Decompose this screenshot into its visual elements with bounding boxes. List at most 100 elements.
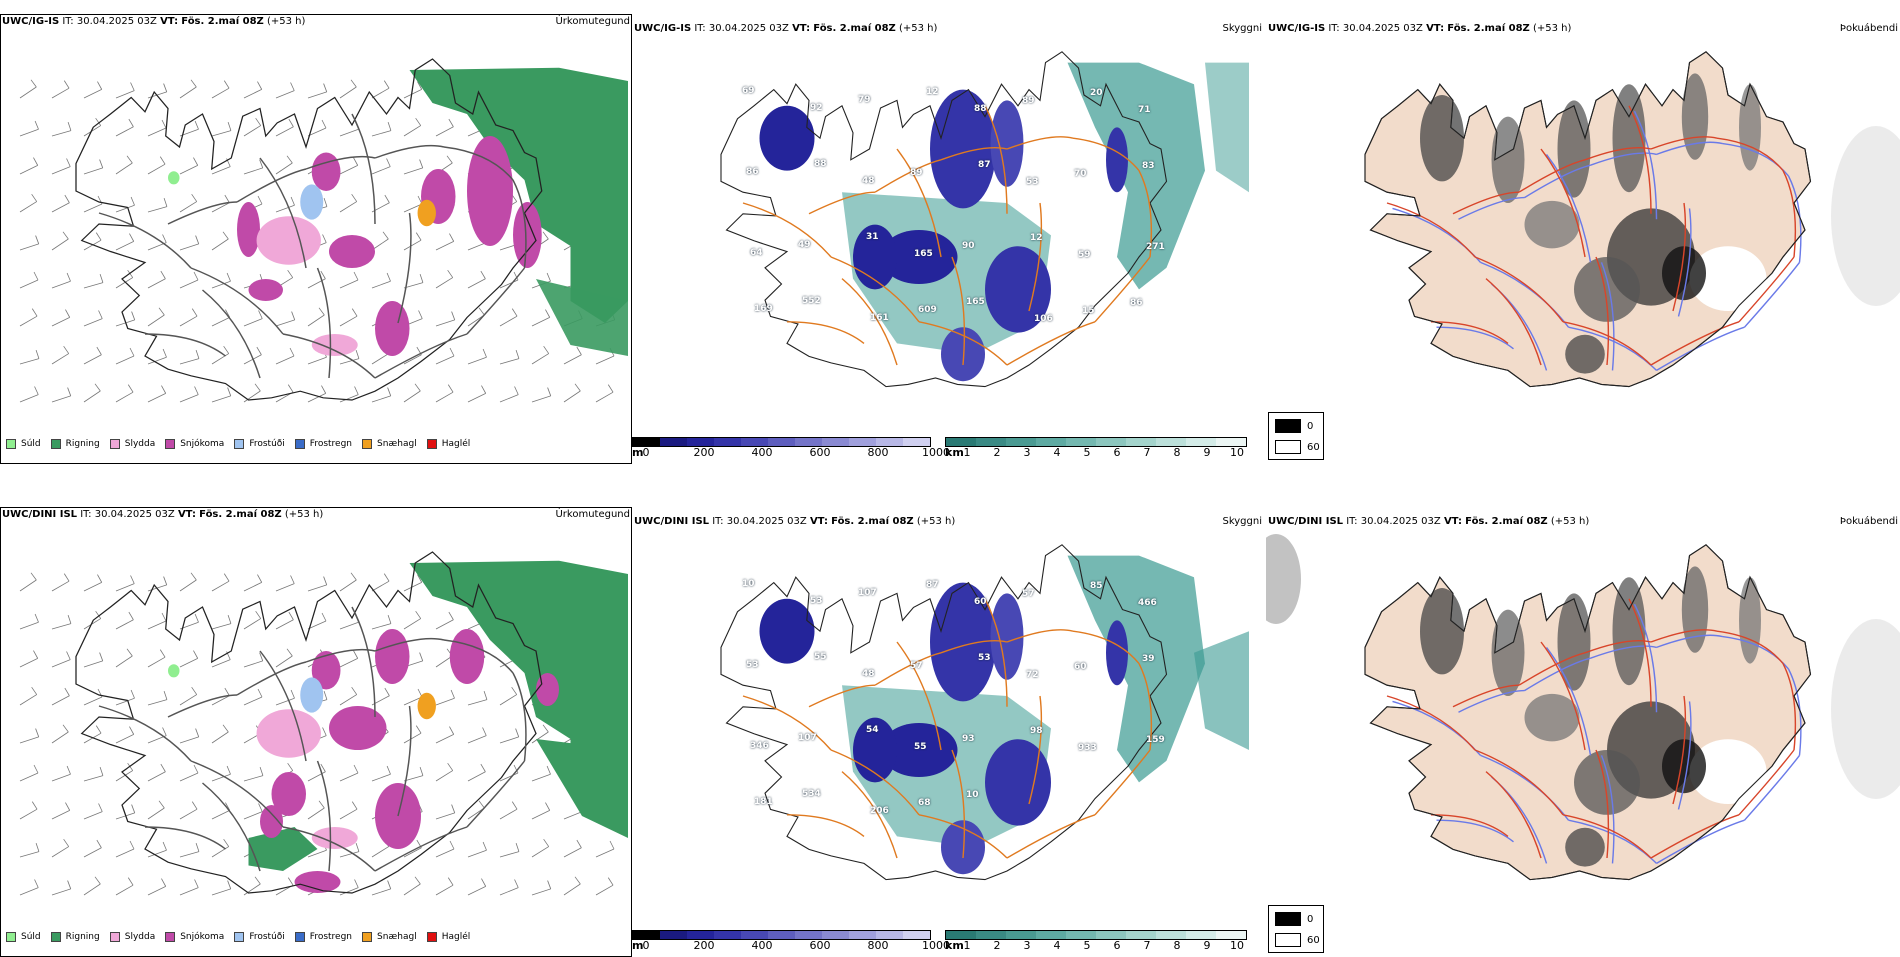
- visibility-value-label: 169: [754, 304, 773, 314]
- product-name: Þokuábendi: [1839, 516, 1898, 527]
- visibility-value-label: 93: [962, 734, 975, 744]
- visibility-value-label: 48: [862, 669, 875, 679]
- legend-item: Haglél: [426, 439, 470, 449]
- visibility-map[interactable]: [632, 529, 1264, 929]
- fog-legend-label: 60: [1307, 441, 1320, 453]
- precip-type-map[interactable]: [0, 28, 632, 450]
- precip-frame: [0, 507, 632, 957]
- elev-tick: 800: [867, 939, 889, 952]
- model-name: UWC/IG-IS: [634, 23, 692, 34]
- visibility-tick: 8: [1173, 939, 1181, 952]
- legend-swatch: [362, 439, 373, 449]
- model-name: UWC/DINI ISL: [1268, 516, 1344, 527]
- legend-item: Snæhagl: [362, 932, 417, 942]
- visibility-value-label: 89: [1022, 96, 1035, 106]
- visibility-value-label: 107: [858, 588, 877, 598]
- legend-swatch: [234, 439, 245, 449]
- visibility-tick: 7: [1143, 446, 1151, 459]
- fog-legend-row: 60: [1275, 933, 1320, 947]
- panel-header: UWC/DINI ISL IT: 30.04.2025 03Z VT: Fös.…: [1268, 515, 1898, 529]
- visibility-map[interactable]: [632, 36, 1264, 436]
- valid-time-label: VT:: [809, 516, 828, 527]
- fog-legend-row: 60: [1275, 440, 1320, 454]
- visibility-value-label: 48: [862, 176, 875, 186]
- visibility-colorbar-bars: [945, 437, 1247, 447]
- visibility-tick: 5: [1083, 939, 1091, 952]
- fog-legend-label: 0: [1307, 420, 1314, 432]
- model-name: UWC/DINI ISL: [634, 516, 710, 527]
- visibility-value-label: 83: [1142, 161, 1155, 171]
- valid-time-label: VT:: [1443, 516, 1462, 527]
- fog-indicator-map[interactable]: [1266, 529, 1900, 929]
- visibility-unit: km: [945, 939, 964, 952]
- visibility-value-label: 71: [1138, 105, 1151, 115]
- legend-item: Frostúði: [234, 439, 285, 449]
- visibility-tick: 1: [963, 446, 971, 459]
- precip-legend: Súld Rigning Slydda Snjókoma Frostúði Frostre…: [6, 439, 470, 449]
- legend-item: Snjókoma: [165, 439, 224, 449]
- legend-label: Snæhagl: [377, 932, 417, 942]
- visibility-tick: 9: [1203, 446, 1211, 459]
- valid-time: Fös. 2.maí 08Z: [831, 516, 914, 527]
- legend-label: Frostúði: [249, 932, 285, 942]
- legend-swatch: [109, 932, 120, 942]
- visibility-value-label: 89: [910, 168, 923, 178]
- visibility-value-label: 159: [1146, 735, 1165, 745]
- legend-swatch: [6, 439, 16, 449]
- visibility-value-label: 206: [870, 806, 889, 816]
- visibility-tick: 2: [993, 939, 1001, 952]
- visibility-value-label: 60: [974, 597, 987, 607]
- lead-time: (+53 h): [898, 23, 938, 34]
- visibility-value-label: 59: [1078, 250, 1091, 260]
- visibility-tick: 1: [963, 939, 971, 952]
- visibility-value-label: 165: [966, 297, 985, 307]
- visibility-value-label: 64: [750, 248, 763, 258]
- product-name: Skyggni: [1222, 516, 1262, 527]
- visibility-value-label: 87: [926, 580, 939, 590]
- elev-tick: 1000: [922, 446, 950, 459]
- fog-legend: 0 60: [1268, 412, 1324, 460]
- product-name: Úrkomutegund: [555, 509, 630, 520]
- visibility-value-label: 39: [1142, 654, 1155, 664]
- elev-tick: 400: [751, 446, 773, 459]
- visibility-value-label: 609: [918, 305, 937, 315]
- legend-item: Rigning: [50, 439, 100, 449]
- elev-tick: 600: [809, 446, 831, 459]
- visibility-value-label: 10: [742, 579, 755, 589]
- visibility-value-label: 87: [978, 160, 991, 170]
- visibility-value-label: 98: [1030, 726, 1043, 736]
- visibility-value-label: 106: [1034, 314, 1053, 324]
- visibility-value-label: 55: [814, 652, 827, 662]
- legend-label: Haglél: [441, 932, 471, 942]
- elevation-unit: m: [632, 939, 644, 952]
- visibility-tick: 10: [1230, 446, 1244, 459]
- fog-legend-swatch: [1275, 912, 1301, 926]
- visibility-colorbar: 1 2 3 4 5 6 7 8 9 10 km: [945, 437, 1265, 459]
- panel-header: UWC/IG-IS IT: 30.04.2025 03Z VT: Fös. 2.…: [2, 15, 630, 29]
- legend-item: Frostregn: [294, 932, 352, 942]
- visibility-value-label: 86: [746, 167, 759, 177]
- visibility-value-label: 57: [1022, 589, 1035, 599]
- visibility-tick: 2: [993, 446, 1001, 459]
- legend-item: Frostregn: [294, 439, 352, 449]
- visibility-value-label: 466: [1138, 598, 1157, 608]
- valid-time-label: VT:: [160, 16, 179, 27]
- visibility-tick: 3: [1023, 446, 1031, 459]
- fog-legend-swatch: [1275, 419, 1301, 433]
- legend-label: Rigning: [65, 439, 100, 449]
- visibility-value-label: 68: [918, 798, 931, 808]
- fog-indicator-map[interactable]: [1266, 36, 1900, 436]
- visibility-value-label: 86: [1130, 298, 1143, 308]
- precip-type-map[interactable]: [0, 521, 632, 943]
- legend-label: Rigning: [65, 932, 100, 942]
- visibility-value-label: 60: [1074, 662, 1087, 672]
- panel-header: UWC/IG-IS IT: 30.04.2025 03Z VT: Fös. 2.…: [1268, 22, 1898, 36]
- valid-time-label: VT:: [177, 509, 196, 520]
- legend-swatch: [294, 439, 305, 449]
- legend-item: Snæhagl: [362, 439, 417, 449]
- legend-label: Súld: [21, 932, 41, 942]
- valid-time: Fös. 2.maí 08Z: [1465, 516, 1548, 527]
- visibility-value-label: 12: [1030, 233, 1043, 243]
- legend-item: Slydda: [109, 932, 155, 942]
- legend-item: Súld: [6, 439, 41, 449]
